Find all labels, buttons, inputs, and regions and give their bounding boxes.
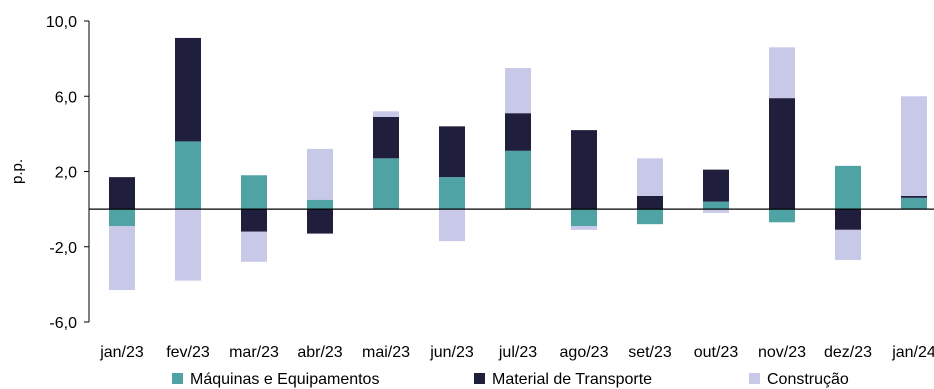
bar-m-quinas-e-equipamentos-dez-23 bbox=[835, 166, 861, 209]
bars bbox=[109, 38, 927, 290]
bar-constru-o-abr-23 bbox=[307, 149, 333, 200]
x-tick-label: mar/23 bbox=[229, 344, 279, 361]
legend-swatch bbox=[749, 373, 760, 384]
y-tick-label: 10,0 bbox=[46, 14, 77, 31]
y-tick-label: -2,0 bbox=[49, 240, 77, 257]
bar-constru-o-mar-23 bbox=[241, 232, 267, 262]
bar-m-quinas-e-equipamentos-ago-23 bbox=[571, 209, 597, 226]
bar-constru-o-dez-23 bbox=[835, 230, 861, 260]
bar-constru-o-jul-23 bbox=[505, 68, 531, 113]
bar-m-quinas-e-equipamentos-jul-23 bbox=[505, 151, 531, 209]
legend-swatch bbox=[474, 373, 485, 384]
x-tick-label: nov/23 bbox=[758, 344, 806, 361]
x-tick-label: fev/23 bbox=[166, 344, 210, 361]
y-axis-label: p.p. bbox=[9, 159, 26, 184]
bar-constru-o-set-23 bbox=[637, 158, 663, 196]
bar-m-quinas-e-equipamentos-fev-23 bbox=[175, 141, 201, 209]
legend: Máquinas e Equipamentos Material de Trans… bbox=[172, 371, 849, 388]
bar-material-de-transporte-dez-23 bbox=[835, 209, 861, 230]
bar-m-quinas-e-equipamentos-jan-23 bbox=[109, 209, 135, 226]
y-tick-label: -6,0 bbox=[49, 315, 77, 332]
bar-material-de-transporte-jul-23 bbox=[505, 113, 531, 151]
bar-material-de-transporte-fev-23 bbox=[175, 38, 201, 141]
x-tick-label: jun/23 bbox=[429, 344, 474, 361]
x-tick-label: out/23 bbox=[694, 344, 739, 361]
bar-material-de-transporte-jun-23 bbox=[439, 126, 465, 177]
legend-swatch bbox=[172, 373, 183, 384]
bar-material-de-transporte-abr-23 bbox=[307, 209, 333, 233]
bar-material-de-transporte-jan-23 bbox=[109, 177, 135, 209]
x-tick-label: jan/24 bbox=[891, 344, 934, 361]
bar-m-quinas-e-equipamentos-mai-23 bbox=[373, 158, 399, 209]
x-tick-label: abr/23 bbox=[297, 344, 342, 361]
legend-label: Material de Transporte bbox=[492, 371, 652, 388]
bar-material-de-transporte-jan-24 bbox=[901, 196, 927, 198]
bar-m-quinas-e-equipamentos-mar-23 bbox=[241, 175, 267, 209]
bar-m-quinas-e-equipamentos-abr-23 bbox=[307, 200, 333, 209]
bar-material-de-transporte-set-23 bbox=[637, 196, 663, 209]
bar-material-de-transporte-ago-23 bbox=[571, 130, 597, 209]
bar-constru-o-nov-23 bbox=[769, 47, 795, 98]
bar-m-quinas-e-equipamentos-jan-24 bbox=[901, 198, 927, 209]
bar-m-quinas-e-equipamentos-set-23 bbox=[637, 209, 663, 224]
y-tick-label: 2,0 bbox=[55, 165, 77, 182]
bar-material-de-transporte-nov-23 bbox=[769, 98, 795, 209]
bar-material-de-transporte-mar-23 bbox=[241, 209, 267, 232]
x-axis-tick-labels: jan/23 fev/23 mar/23 abr/23 mai/23 jun/23 jul/… bbox=[99, 344, 934, 361]
x-tick-label: jul/23 bbox=[498, 344, 537, 361]
legend-label: Máquinas e Equipamentos bbox=[190, 371, 379, 388]
x-tick-label: dez/23 bbox=[824, 344, 872, 361]
legend-label: Construção bbox=[767, 371, 849, 388]
y-axis-ticks: 10,0 6,0 2,0 -2,0 -6,0 bbox=[46, 14, 89, 332]
y-tick-label: 6,0 bbox=[55, 89, 77, 106]
bar-material-de-transporte-out-23 bbox=[703, 170, 729, 202]
x-tick-label: jan/23 bbox=[99, 344, 144, 361]
bar-m-quinas-e-equipamentos-nov-23 bbox=[769, 209, 795, 222]
bar-constru-o-jun-23 bbox=[439, 209, 465, 241]
bar-constru-o-jan-24 bbox=[901, 96, 927, 196]
x-tick-label: set/23 bbox=[628, 344, 672, 361]
bar-m-quinas-e-equipamentos-jun-23 bbox=[439, 177, 465, 209]
bar-constru-o-fev-23 bbox=[175, 209, 201, 280]
x-tick-label: mai/23 bbox=[362, 344, 410, 361]
bar-constru-o-mai-23 bbox=[373, 111, 399, 117]
bar-m-quinas-e-equipamentos-out-23 bbox=[703, 202, 729, 210]
bar-constru-o-ago-23 bbox=[571, 226, 597, 230]
x-tick-label: ago/23 bbox=[560, 344, 609, 361]
bar-constru-o-jan-23 bbox=[109, 226, 135, 290]
bar-material-de-transporte-mai-23 bbox=[373, 117, 399, 158]
